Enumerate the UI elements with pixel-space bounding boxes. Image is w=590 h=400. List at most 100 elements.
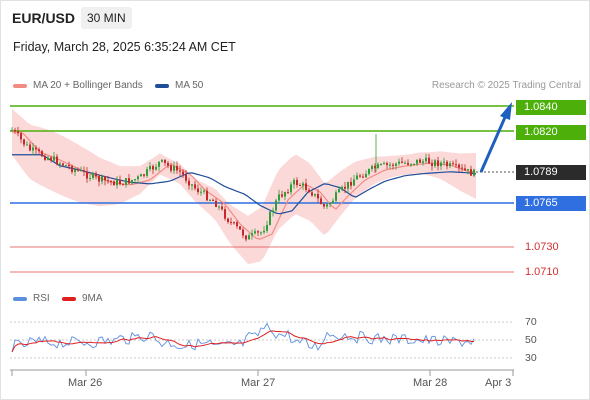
candle-body xyxy=(188,180,190,186)
candle-body xyxy=(377,164,379,169)
osc-tick-50: 50 xyxy=(525,334,537,346)
research-credit: Research © 2025 Trading Central xyxy=(431,80,581,91)
candle-body xyxy=(455,164,457,166)
candle-body xyxy=(17,131,19,134)
candle-body xyxy=(230,221,232,223)
candle-body xyxy=(473,169,475,176)
osc-tick-30: 30 xyxy=(525,352,537,364)
candle-body xyxy=(365,173,367,178)
candle-body xyxy=(272,210,274,212)
candle-body xyxy=(152,166,154,170)
candle-body xyxy=(191,184,193,186)
candle-body xyxy=(200,191,202,193)
candle-body xyxy=(38,149,40,152)
candle-body xyxy=(389,164,391,166)
candle-body xyxy=(23,139,25,145)
legend-rsi: RSI xyxy=(13,293,50,304)
candle-body xyxy=(164,159,166,163)
ma50-line xyxy=(12,154,477,215)
candle-body xyxy=(173,165,175,171)
candle-body xyxy=(401,161,403,163)
rsi-label: RSI xyxy=(33,293,50,304)
candle-body xyxy=(416,159,418,164)
symbol-title: EUR/USD xyxy=(12,10,76,26)
candle-body xyxy=(344,186,346,189)
candle-body xyxy=(314,193,316,196)
candle-body xyxy=(56,156,58,165)
candle-body xyxy=(218,206,220,208)
candle-body xyxy=(452,163,454,165)
candle-body xyxy=(302,183,304,186)
candle-body xyxy=(227,218,229,222)
candle-body xyxy=(299,185,301,187)
candle-body xyxy=(242,229,244,236)
candle-body xyxy=(248,235,250,240)
ma9-swatch xyxy=(62,296,76,301)
candle-body xyxy=(224,209,226,219)
candle-body xyxy=(443,161,445,163)
candle-body xyxy=(326,204,328,207)
candle-body xyxy=(341,186,343,190)
candle-body xyxy=(392,164,394,166)
candle-body xyxy=(179,170,181,172)
level-text-s2: 1.0710 xyxy=(525,266,559,278)
candle-body xyxy=(275,200,277,211)
candle-body xyxy=(110,180,112,182)
candle-body xyxy=(380,163,382,165)
moving-averages xyxy=(12,131,477,240)
candle-body xyxy=(236,222,238,227)
candle-body xyxy=(287,192,289,194)
candle-body xyxy=(134,179,136,181)
timeframe-badge[interactable]: 30 MIN xyxy=(81,7,132,29)
ma9-label: 9MA xyxy=(82,293,103,304)
candle-body xyxy=(257,231,259,233)
candle-body xyxy=(434,160,436,166)
candles xyxy=(11,126,475,242)
candle-body xyxy=(29,144,31,151)
chart-datetime: Friday, March 28, 2025 6:35:24 AM CET xyxy=(13,40,236,54)
candle-body xyxy=(353,179,355,186)
band-area xyxy=(12,108,476,265)
candle-body xyxy=(77,169,79,171)
candle-body xyxy=(449,163,451,167)
level-tag-pivot: 1.0765 xyxy=(516,196,586,211)
candle-body xyxy=(296,179,298,186)
ma50-label: MA 50 xyxy=(175,80,204,91)
candle-body xyxy=(425,157,427,162)
level-lines xyxy=(10,105,514,273)
candle-body xyxy=(338,189,340,193)
candle-body xyxy=(374,165,376,169)
candle-body xyxy=(404,162,406,164)
osc-tick-70: 70 xyxy=(525,316,537,328)
candle-body xyxy=(185,174,187,181)
candle-body xyxy=(428,157,430,164)
ma20-label: MA 20 + Bollinger Bands xyxy=(33,80,143,91)
candle-body xyxy=(104,176,106,181)
candle-body xyxy=(170,165,172,171)
candle-body xyxy=(317,193,319,199)
candle-body xyxy=(332,200,334,204)
candle-body xyxy=(329,203,331,205)
x-label-mar28: Mar 28 xyxy=(413,377,448,389)
candle-body xyxy=(50,157,52,161)
candle-body xyxy=(53,156,55,161)
candle-body xyxy=(422,161,424,163)
candle-body xyxy=(395,163,397,166)
candle-body xyxy=(143,174,145,176)
candle-body xyxy=(290,184,292,193)
level-tag-current: 1.0789 xyxy=(516,165,586,180)
oscillator-lines xyxy=(11,322,475,353)
candle-body xyxy=(194,184,196,189)
candle-body xyxy=(92,173,94,178)
candle-body xyxy=(263,230,265,233)
candle-body xyxy=(83,170,85,172)
candle-body xyxy=(119,179,121,185)
candle-body xyxy=(14,129,16,132)
candle-body xyxy=(269,211,271,225)
candle-body xyxy=(308,189,310,193)
candle-body xyxy=(65,165,67,167)
candle-body xyxy=(464,168,466,171)
candle-body xyxy=(335,192,337,201)
candle-body xyxy=(11,129,13,131)
